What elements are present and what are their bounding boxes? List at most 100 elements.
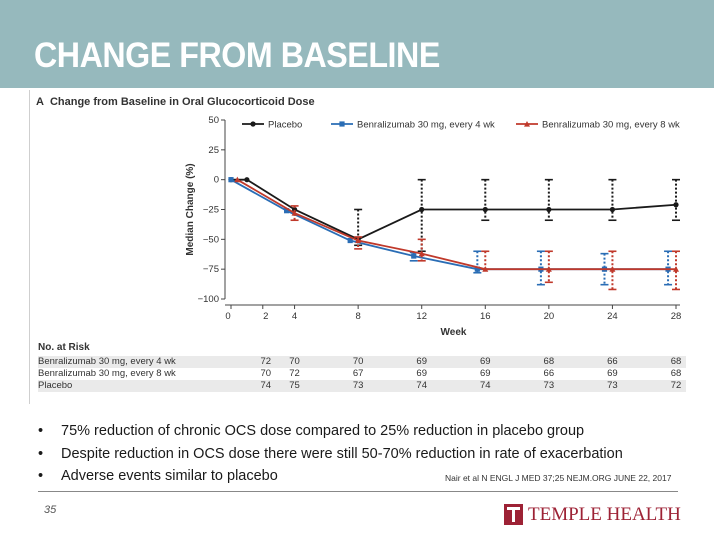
risk-row: Benralizumab 30 mg, every 4 wk 72 70 70 69 69… bbox=[38, 356, 686, 368]
risk-value: 68 bbox=[670, 356, 682, 367]
risk-row-label: Benralizumab 30 mg, every 4 wk bbox=[38, 356, 176, 367]
risk-value: 67 bbox=[352, 368, 364, 379]
risk-value: 69 bbox=[416, 356, 427, 367]
legend-label: Benralizumab 30 mg, every 8 wk bbox=[542, 120, 680, 131]
q4w-data-point bbox=[474, 266, 480, 272]
placebo-data-point bbox=[291, 206, 298, 213]
x-tick-label: 4 bbox=[292, 311, 297, 322]
risk-value: 72 bbox=[289, 368, 300, 379]
temple-t-icon bbox=[504, 504, 523, 525]
placebo-series bbox=[228, 177, 680, 253]
placebo-data-point bbox=[250, 121, 256, 127]
legend-item-q8w: Benralizumab 30 mg, every 8 wk bbox=[516, 120, 680, 131]
figure-panel: 50 25 0 −25 −50 −75 −100 0 2 4 8 12 16 20 24 28 Week Medi… bbox=[29, 90, 690, 404]
q8w-line bbox=[236, 178, 676, 271]
risk-row: Benralizumab 30 mg, every 8 wk 70 72 67 69 69… bbox=[38, 368, 686, 380]
x-tick-label: 2 bbox=[263, 311, 268, 322]
logo-wordmark: TEMPLE HEALTH bbox=[528, 504, 681, 525]
risk-value: 74 bbox=[260, 380, 272, 391]
y-tick-label: −25 bbox=[203, 205, 219, 216]
risk-value: 72 bbox=[670, 380, 682, 391]
bullet-dot-icon: • bbox=[38, 445, 44, 462]
q8w-data-point bbox=[234, 176, 241, 183]
risk-value: 73 bbox=[543, 380, 555, 391]
y-tick-label: 0 bbox=[214, 175, 219, 186]
x-tick-label: 8 bbox=[355, 311, 360, 322]
footer-divider bbox=[38, 491, 678, 492]
no-at-risk-table: No. at Risk Benralizumab 30 mg, every 4 … bbox=[38, 342, 686, 392]
y-tick-label: −75 bbox=[203, 264, 219, 275]
q8w-data-point bbox=[418, 250, 425, 257]
y-tick-label: −100 bbox=[198, 294, 219, 305]
y-tick-label: 50 bbox=[208, 115, 219, 126]
placebo-data-point bbox=[244, 177, 250, 183]
title-banner: CHANGE FROM BASELINE bbox=[0, 0, 714, 88]
risk-value: 70 bbox=[260, 368, 272, 379]
q8w-series bbox=[234, 176, 680, 291]
risk-row-label: Placebo bbox=[38, 380, 73, 391]
placebo-data-point bbox=[419, 206, 425, 213]
risk-value: 74 bbox=[416, 380, 427, 391]
y-tick-label: −50 bbox=[203, 234, 219, 245]
panel-title: Change from Baseline in Oral Glucocortic… bbox=[49, 96, 315, 108]
bullet-dot-icon: • bbox=[38, 423, 44, 439]
q4w-data-point bbox=[284, 208, 290, 214]
slide-title: CHANGE FROM BASELINE bbox=[34, 36, 440, 75]
q8w-data-point bbox=[355, 237, 362, 244]
risk-value: 75 bbox=[289, 380, 300, 391]
no-at-risk-heading: No. at Risk bbox=[38, 342, 90, 353]
placebo-line bbox=[231, 178, 677, 241]
placebo-data-point bbox=[546, 206, 552, 213]
q8w-data-point bbox=[524, 121, 530, 127]
risk-row: Placebo 74 75 73 74 74 73 73 72 bbox=[38, 380, 686, 392]
risk-value: 66 bbox=[607, 356, 618, 367]
bullet-dot-icon: • bbox=[38, 468, 44, 484]
page-number: 35 bbox=[44, 504, 57, 516]
bullet-item: • Adverse events similar to placebo bbox=[38, 465, 623, 488]
x-tick-label: 28 bbox=[671, 311, 682, 322]
risk-value: 69 bbox=[607, 368, 618, 379]
q8w-data-point bbox=[482, 266, 489, 272]
risk-value: 72 bbox=[260, 356, 272, 367]
risk-value: 68 bbox=[543, 356, 555, 367]
bullet-text: Adverse events similar to placebo bbox=[61, 468, 278, 484]
bullet-list: • 75% reduction of chronic OCS dose compa… bbox=[38, 420, 623, 488]
y-tick-label: 25 bbox=[208, 145, 219, 156]
risk-value: 69 bbox=[416, 368, 427, 379]
q4w-line bbox=[230, 178, 669, 271]
risk-value: 73 bbox=[352, 380, 364, 391]
x-tick-label: 12 bbox=[416, 311, 427, 322]
legend-label: Placebo bbox=[268, 120, 302, 131]
q4w-data-point bbox=[228, 177, 234, 183]
x-axis-label: Week bbox=[441, 327, 467, 338]
risk-value: 74 bbox=[479, 380, 491, 391]
x-tick-label: 20 bbox=[544, 311, 555, 322]
placebo-data-point bbox=[609, 206, 616, 213]
q8w-data-point bbox=[673, 266, 679, 272]
legend-label: Benralizumab 30 mg, every 4 wk bbox=[357, 120, 495, 131]
q4w-data-point bbox=[411, 253, 417, 259]
panel-letter: A bbox=[36, 96, 44, 108]
bullet-text: Despite reduction in OCS dose there were… bbox=[61, 445, 623, 462]
legend-item-q4w: Benralizumab 30 mg, every 4 wk bbox=[331, 120, 495, 131]
q8w-data-point bbox=[609, 266, 616, 272]
legend-item-placebo: Placebo bbox=[242, 120, 302, 131]
risk-value: 69 bbox=[479, 368, 491, 379]
risk-value: 68 bbox=[670, 368, 682, 379]
citation: Nair et al N ENGL J MED 37;25 NEJM.ORG J… bbox=[445, 473, 672, 483]
placebo-data-point bbox=[482, 206, 488, 213]
bullet-item: • 75% reduction of chronic OCS dose compa… bbox=[38, 420, 623, 443]
x-tick-label: 16 bbox=[480, 311, 491, 322]
risk-value: 66 bbox=[543, 368, 555, 379]
risk-value: 69 bbox=[479, 356, 491, 367]
q4w-data-point bbox=[347, 237, 353, 244]
risk-row-label: Benralizumab 30 mg, every 8 wk bbox=[38, 368, 176, 379]
risk-value: 70 bbox=[289, 356, 300, 367]
y-axis-label: Median Change (%) bbox=[185, 163, 196, 255]
risk-value: 73 bbox=[607, 380, 618, 391]
x-tick-label: 24 bbox=[607, 311, 618, 322]
placebo-data-point bbox=[673, 202, 679, 208]
q4w-data-point bbox=[339, 121, 345, 127]
bullet-item: • Despite reduction in OCS dose there wer… bbox=[38, 443, 623, 466]
q8w-data-point bbox=[545, 266, 552, 272]
